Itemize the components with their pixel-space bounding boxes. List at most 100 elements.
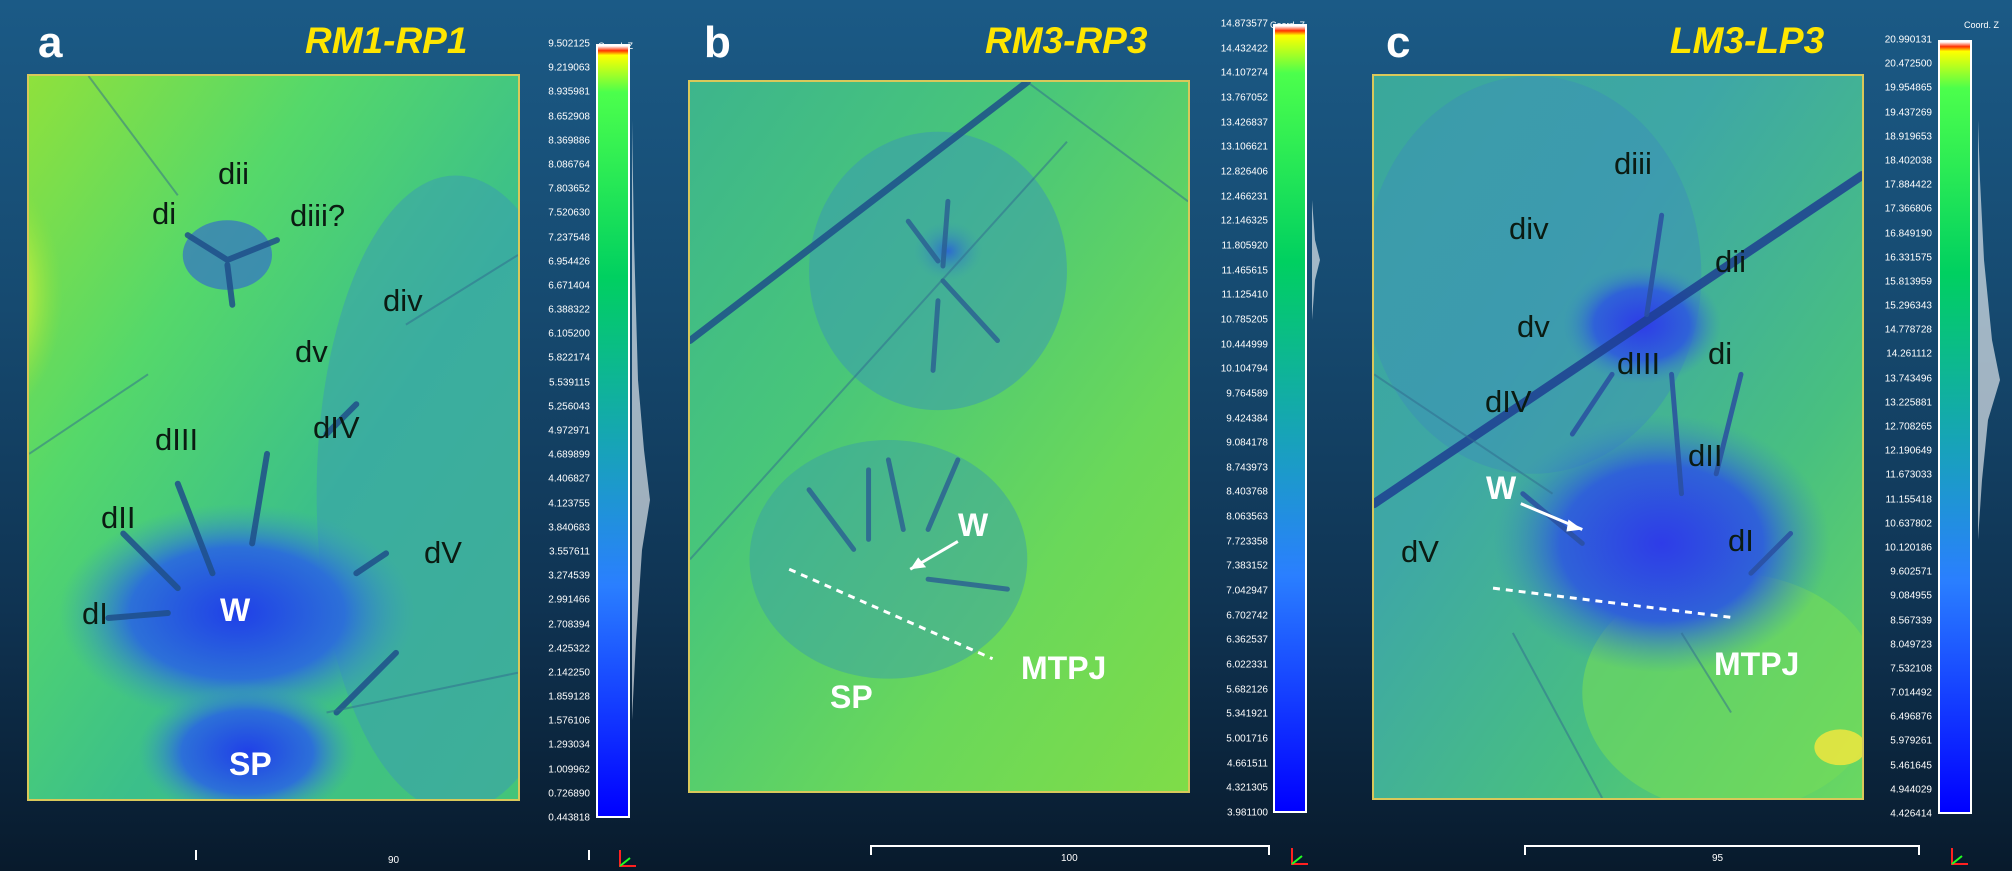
label-w: W [1486, 470, 1517, 506]
tick: 5.341921 [1226, 708, 1268, 720]
tick: 6.362537 [1226, 634, 1268, 646]
digit-label-diii: diii? [290, 198, 346, 233]
digit-label-dv: dv [295, 334, 328, 369]
tick: 18.919653 [1884, 131, 1932, 143]
label-sp: SP [229, 746, 272, 782]
tick: 6.671404 [548, 280, 590, 292]
digit-label-dI: dI [82, 596, 108, 631]
axes-icon [1951, 848, 1968, 865]
scale-bar-label: 100 [1061, 853, 1078, 864]
digit-label-dII: dII [101, 500, 136, 535]
panel-title: RM1-RP1 [305, 20, 468, 61]
tick: 5.461645 [1890, 760, 1932, 772]
tick: 12.826406 [1220, 166, 1268, 178]
tick: 19.954865 [1884, 82, 1932, 94]
tick: 8.086764 [548, 159, 590, 171]
tick: 11.805920 [1221, 240, 1268, 252]
tick: 9.764589 [1226, 388, 1268, 400]
tick: 5.979261 [1890, 735, 1932, 747]
axes-icon [619, 850, 636, 867]
tick: 12.190649 [1884, 445, 1932, 457]
tick: 8.403768 [1226, 486, 1268, 498]
tick: 13.426837 [1220, 117, 1268, 129]
tick: 3.274539 [548, 570, 590, 582]
tick: 5.539115 [549, 377, 590, 389]
colorbar [1273, 24, 1307, 813]
tick: 16.849190 [1884, 228, 1932, 239]
tick: 11.125410 [1221, 289, 1268, 301]
digit-label-di: di [152, 196, 177, 231]
digit-label-dV: dV [424, 535, 462, 570]
tick: 6.496876 [1890, 711, 1932, 723]
label-w: W [958, 507, 989, 543]
tick: 12.708265 [1884, 421, 1932, 433]
colorbar-ticks: 20.990131 20.472500 19.954865 19.437269 … [1842, 35, 1932, 820]
tick: 4.123755 [548, 498, 590, 510]
tick: 8.935981 [548, 86, 590, 98]
tick: 8.743973 [1226, 462, 1268, 474]
tick: 13.106621 [1220, 141, 1268, 153]
tick: 9.424384 [1226, 413, 1268, 424]
panel-title: LM3-LP3 [1670, 20, 1825, 61]
tick: 20.472500 [1884, 58, 1932, 70]
label-w: W [220, 592, 251, 628]
tick: 15.296343 [1884, 300, 1932, 312]
height-map: dii di diii? div dv dIV dIII dII dI dV W… [27, 74, 520, 801]
tick: 9.084178 [1226, 437, 1268, 449]
tick: 2.425322 [548, 643, 590, 655]
scale-bar [870, 845, 1270, 859]
tick: 13.767052 [1220, 92, 1268, 104]
tick: 13.743496 [1884, 373, 1932, 385]
tick: 13.225881 [1884, 397, 1932, 409]
tick: 10.444999 [1220, 339, 1268, 351]
tick: 0.726890 [548, 788, 590, 800]
tick: 11.673033 [1885, 469, 1932, 481]
tick: 6.105200 [548, 328, 590, 340]
axes-icon [1291, 848, 1308, 865]
tick: 15.813959 [1884, 276, 1932, 288]
tick: 6.954426 [548, 256, 590, 268]
digit-label-dII: dII [1688, 438, 1723, 473]
tick: 10.785205 [1220, 314, 1268, 326]
tick: 14.873577 [1220, 18, 1268, 30]
panel-letter: c [1386, 18, 1411, 67]
tick: 1.576106 [548, 715, 590, 727]
panel-a: a RM1-RP1 [0, 0, 660, 871]
digit-label-dIII: dIII [155, 422, 199, 457]
footprint-surface [690, 82, 1188, 791]
tick: 1.859128 [548, 691, 590, 703]
tick: 10.104794 [1220, 363, 1268, 375]
tick: 3.840683 [548, 522, 590, 534]
colorbar-title: Coord. Z [1964, 20, 2000, 30]
histogram [1312, 200, 1320, 320]
scale-bar-label: 90 [388, 855, 400, 866]
tick: 19.437269 [1884, 107, 1932, 119]
histogram [1978, 120, 2000, 540]
tick: 17.884422 [1884, 179, 1932, 191]
tick: 8.567339 [1890, 615, 1932, 626]
label-mtpj: MTPJ [1714, 646, 1800, 682]
tick: 5.256043 [548, 401, 590, 413]
digit-label-div: div [383, 283, 423, 318]
tick: 18.402038 [1884, 155, 1932, 167]
tick: 10.120186 [1884, 542, 1932, 554]
tick: 4.944029 [1890, 784, 1932, 796]
tick: 17.366806 [1884, 203, 1932, 215]
tick: 6.388322 [548, 304, 590, 316]
tick: 8.369886 [548, 135, 590, 147]
tick: 20.990131 [1884, 34, 1932, 46]
tick: 14.107274 [1220, 67, 1268, 79]
tick: 8.063563 [1226, 511, 1268, 523]
tick: 7.532108 [1890, 663, 1932, 675]
tick: 16.331575 [1884, 252, 1932, 264]
colorbar [1938, 40, 1972, 814]
tick: 14.778728 [1884, 324, 1932, 336]
tick: 7.383152 [1226, 560, 1268, 572]
digit-label-dIII: dIII [1617, 346, 1661, 381]
scale-bar-label: 95 [1712, 853, 1724, 864]
tick: 1.293034 [548, 739, 590, 751]
tick: 6.022331 [1226, 659, 1268, 671]
panel-letter: b [704, 18, 731, 67]
colorbar [596, 44, 630, 818]
tick: 11.465615 [1221, 265, 1268, 277]
